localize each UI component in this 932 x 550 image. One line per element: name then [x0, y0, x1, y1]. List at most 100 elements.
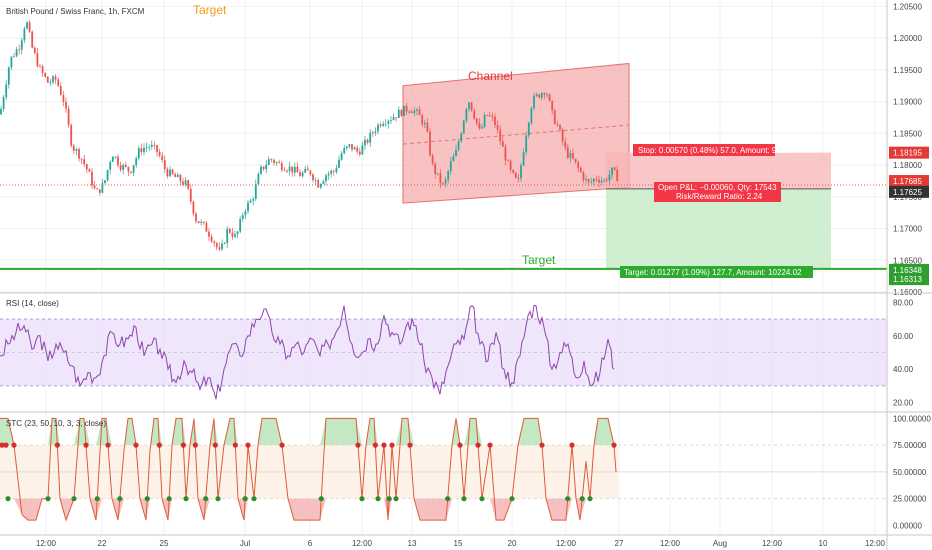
candle-body	[343, 148, 346, 154]
candle-body	[143, 147, 145, 153]
candle-body	[551, 100, 554, 111]
candle-body	[96, 188, 99, 190]
candle-body	[592, 178, 595, 182]
candle-body	[605, 179, 608, 181]
target-top-annotation[interactable]: Target	[193, 3, 227, 17]
stop-label-box[interactable]	[633, 144, 775, 156]
candle-body	[192, 201, 195, 214]
stc-sell-signal	[487, 442, 493, 448]
stc-buy-signal	[509, 496, 515, 502]
candle-body	[569, 153, 572, 158]
stc-sell-signal	[133, 442, 139, 448]
pnl-label: Open P&L: −0.00060, Qty: 17543	[658, 183, 777, 192]
candle-body	[101, 183, 104, 193]
target-bottom-annotation[interactable]: Target	[522, 253, 556, 267]
candle-body	[278, 162, 281, 164]
candle-body	[387, 120, 390, 124]
channel-shape[interactable]	[402, 62, 630, 204]
candle-body	[226, 229, 229, 243]
rsi-line[interactable]	[0, 304, 615, 400]
candle-body	[132, 165, 135, 173]
candle-body	[579, 167, 582, 173]
price-badge[interactable]	[889, 146, 929, 159]
candle-body	[309, 170, 312, 175]
stc-sell-signal	[611, 442, 617, 448]
price-badge[interactable]	[889, 185, 929, 198]
candle-body	[616, 169, 619, 182]
candle-body	[13, 56, 15, 58]
stc-buy-signal	[71, 496, 77, 502]
stc-buy-signal	[318, 496, 324, 502]
candle-body	[548, 94, 551, 101]
candle-body	[44, 73, 47, 77]
price-badge[interactable]	[889, 263, 929, 276]
candle-body	[501, 141, 504, 147]
candle-body	[348, 144, 351, 147]
symbol-title[interactable]: British Pound / Swiss Franc, 1h, FXCM	[6, 7, 145, 16]
stc-sell-signal	[372, 442, 378, 448]
stc-sell-signal	[569, 442, 575, 448]
candle-body	[600, 180, 603, 183]
candle-body	[361, 145, 364, 155]
stc-buy-signal	[45, 496, 51, 502]
x-tick-label: 10	[819, 539, 828, 548]
stc-buy-signal	[215, 496, 221, 502]
candle-body	[423, 122, 426, 125]
candle-body	[613, 167, 616, 170]
candle-body	[512, 169, 515, 173]
candle-body	[2, 97, 5, 109]
stc-sell-signal	[475, 442, 481, 448]
candle-body	[413, 110, 416, 113]
candle-body	[54, 76, 57, 80]
candle-body	[18, 49, 21, 51]
price-badge[interactable]	[889, 175, 929, 188]
candle-body	[262, 166, 265, 170]
candle-body	[473, 110, 476, 119]
candle-body	[566, 147, 569, 158]
candle-body	[478, 123, 481, 129]
candle-body	[15, 49, 18, 57]
candle-body	[439, 173, 442, 184]
candle-body	[174, 174, 177, 177]
channel-annotation[interactable]: Channel	[468, 69, 513, 83]
candle-body	[7, 67, 10, 85]
price-badge-label: 1.16348	[893, 266, 922, 275]
stc-title[interactable]: STC (23, 50, 10, 3, 3, close)	[6, 419, 106, 428]
candle-body	[213, 241, 216, 244]
candle-body	[455, 149, 457, 157]
candle-body	[429, 131, 431, 156]
candle-body	[590, 181, 593, 183]
candle-body	[577, 162, 580, 168]
price-y-tick: 1.20500	[893, 2, 922, 11]
candle-body	[156, 145, 158, 153]
target-zone[interactable]	[606, 188, 831, 270]
candle-body	[486, 115, 489, 116]
candle-body	[509, 160, 512, 170]
stc-buy-signal	[166, 496, 172, 502]
candle-body	[317, 179, 320, 188]
x-tick-label: Aug	[713, 539, 727, 548]
x-tick-label: 12:00	[36, 539, 57, 548]
pnl-label-box[interactable]	[654, 182, 781, 202]
candle-body	[23, 28, 26, 41]
candle-body	[377, 124, 379, 132]
candle-body	[0, 108, 2, 115]
candle-body	[163, 160, 166, 170]
stc-sell-signal	[457, 442, 463, 448]
candle-body	[137, 148, 140, 159]
price-badge[interactable]	[889, 273, 929, 286]
candle-body	[10, 56, 13, 68]
rsi-title[interactable]: RSI (14, close)	[6, 299, 59, 308]
candle-body	[33, 47, 36, 53]
stc-sell-signal	[180, 442, 186, 448]
price-badge-label: 1.17625	[893, 188, 922, 197]
rsi-y-tick: 80.00	[893, 298, 914, 307]
candle-body	[400, 109, 403, 116]
target-label-box[interactable]	[620, 266, 813, 278]
candle-body	[457, 141, 460, 150]
candle-body	[371, 132, 374, 134]
stc-buy-signal	[183, 496, 189, 502]
candle-body	[514, 172, 517, 178]
stc-buy-signal	[565, 496, 571, 502]
